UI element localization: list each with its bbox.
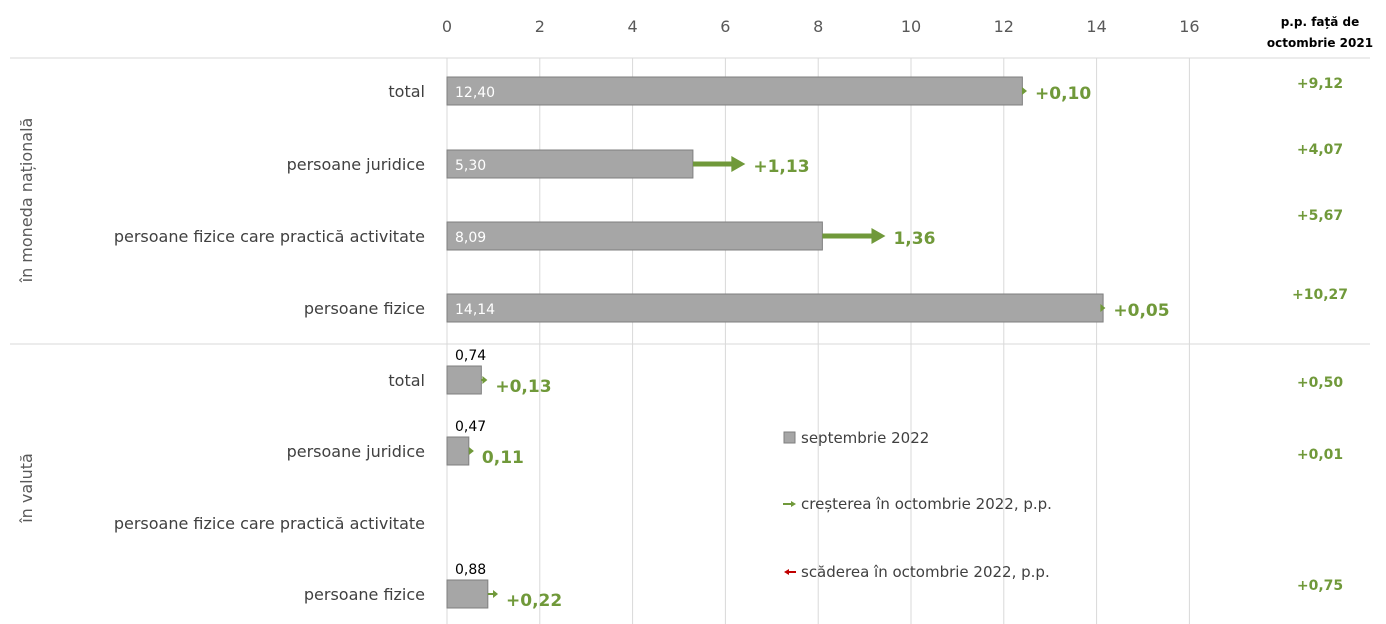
- change-label: +0,10: [1035, 84, 1091, 104]
- pp-value: +9,12: [1297, 76, 1343, 92]
- pp-value: +0,01: [1297, 447, 1343, 463]
- change-arrow-head: [482, 376, 488, 384]
- bar-value-label: 0,88: [455, 562, 486, 578]
- pp-column: p.p. față de octombrie 2021 +9,12 +4,07 +5…: [1267, 15, 1373, 594]
- bar-value-label: 0,47: [455, 419, 486, 435]
- x-tick-label: 10: [901, 17, 921, 36]
- pp-value: +5,67: [1297, 208, 1343, 224]
- group-label: în valută: [17, 453, 36, 524]
- bar-september-2022: [446, 76, 1023, 106]
- change-arrow-head: [468, 447, 474, 455]
- x-tick-label: 4: [628, 17, 638, 36]
- x-axis-ticks: 0 2 4 6 8 10 12 14 16: [442, 17, 1200, 36]
- category-label: persoane juridice: [287, 442, 425, 461]
- side-header-line2: octombrie 2021: [1267, 36, 1373, 50]
- change-label: +0,13: [495, 377, 551, 397]
- bar-september-2022: [446, 293, 1104, 323]
- bar-value-label: 5,30: [455, 158, 486, 174]
- bars: 12,40 5,30 8,09 14,14 0,74 0,47 0,88: [446, 76, 1104, 609]
- bar-value-label: 12,40: [455, 85, 495, 101]
- legend-label: septembrie 2022: [801, 429, 929, 447]
- change-arrow-head: [493, 590, 499, 598]
- gridlines: [446, 58, 1190, 624]
- change-arrow-head: [1022, 87, 1027, 95]
- legend-label: scăderea în octombrie 2022, p.p.: [801, 563, 1050, 581]
- legend-marker-decrease-head: [784, 569, 789, 575]
- bar-september-2022: [446, 149, 694, 179]
- change-label: 1,36: [893, 229, 935, 249]
- pp-value: +4,07: [1297, 142, 1343, 158]
- change-arrow-head: [731, 156, 746, 172]
- bar-september-2022: [446, 365, 482, 395]
- group-separators: [10, 57, 1370, 345]
- category-label: persoane juridice: [287, 155, 425, 174]
- group-labels: în moneda națională în valută: [17, 118, 36, 524]
- change-arrow-head: [1100, 304, 1106, 312]
- bar-value-label: 0,74: [455, 348, 486, 364]
- category-label: persoane fizice care practică activitate: [114, 514, 425, 533]
- bar-value-label: 14,14: [455, 302, 495, 318]
- x-tick-label: 2: [535, 17, 545, 36]
- category-label: persoane fizice: [304, 585, 425, 604]
- category-label: persoane fizice care practică activitate: [114, 227, 425, 246]
- legend-marker-bar: [783, 431, 796, 444]
- change-label: 0,11: [482, 448, 524, 468]
- category-label: total: [388, 82, 425, 101]
- group-label: în moneda națională: [17, 118, 36, 284]
- category-label: persoane fizice: [304, 299, 425, 318]
- category-labels: total persoane juridice persoane fizice ca…: [114, 82, 425, 604]
- change-label: +1,13: [753, 157, 809, 177]
- change-label: +0,05: [1113, 301, 1169, 321]
- change-arrow-head: [871, 228, 886, 244]
- bar-value-label: 8,09: [455, 230, 486, 246]
- legend-label: creșterea în octombrie 2022, p.p.: [801, 495, 1052, 513]
- x-tick-label: 16: [1179, 17, 1199, 36]
- pp-value: +0,50: [1297, 375, 1344, 391]
- legend-marker-increase-head: [791, 501, 796, 507]
- x-tick-label: 14: [1086, 17, 1106, 36]
- x-tick-label: 0: [442, 17, 452, 36]
- category-label: total: [388, 371, 425, 390]
- side-header-line1: p.p. față de: [1281, 15, 1360, 29]
- bar-september-2022: [446, 436, 470, 466]
- x-tick-label: 12: [994, 17, 1014, 36]
- legend: septembrie 2022 creșterea în octombrie 20…: [783, 429, 1052, 581]
- x-tick-label: 8: [813, 17, 823, 36]
- change-label: +0,22: [506, 591, 562, 611]
- x-tick-label: 6: [720, 17, 730, 36]
- pp-value: +0,75: [1297, 578, 1343, 594]
- pp-value: +10,27: [1292, 287, 1348, 303]
- change-arrows: +0,10 +1,13 1,36 +0,05 +0,13 0,11 +0,22: [468, 84, 1170, 611]
- bar-september-2022: [446, 579, 489, 609]
- bar-september-2022: [446, 221, 823, 251]
